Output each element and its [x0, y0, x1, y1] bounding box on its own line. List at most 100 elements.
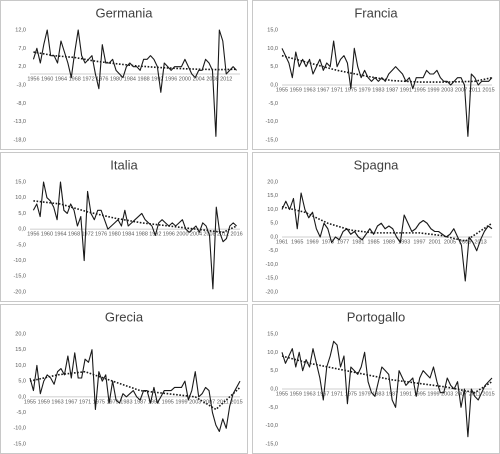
x-tick-label: 1955 [276, 87, 288, 93]
x-tick-label: 2011 [469, 391, 481, 397]
x-tick-label: 2009 [459, 239, 471, 245]
x-tick-label: 1999 [175, 399, 187, 405]
x-tick-label: 2015 [482, 87, 494, 93]
y-tick-label: 15,0 [15, 347, 26, 353]
x-tick-label: 1979 [106, 399, 118, 405]
y-tick-label: 0,0 [270, 386, 278, 392]
x-tick-label: 1959 [290, 391, 302, 397]
y-tick-label: 5,0 [18, 211, 26, 217]
x-tick-label: 1960 [41, 232, 53, 238]
x-tick-label: 1991 [400, 391, 412, 397]
x-tick-label: 1985 [368, 239, 380, 245]
x-tick-label: 2000 [179, 76, 191, 82]
x-tick-label: 1996 [165, 76, 177, 82]
data-line [32, 181, 237, 290]
panel-frame [0, 304, 248, 454]
x-tick-label: 1961 [276, 239, 288, 245]
x-tick-label: 1959 [290, 87, 302, 93]
x-tick-label: 1968 [68, 232, 80, 238]
x-tick-label: 1971 [331, 391, 343, 397]
x-tick-label: 1969 [306, 239, 318, 245]
x-tick-label: 1959 [38, 399, 50, 405]
y-tick-label: -13,0 [13, 119, 26, 125]
x-tick-label: 1956 [27, 76, 39, 82]
y-tick-label: -10,0 [13, 426, 26, 432]
x-tick-label: 2003 [441, 87, 453, 93]
x-tick-label: 1999 [427, 391, 439, 397]
y-tick-label: -5,0 [17, 410, 26, 416]
x-tick-label: 2007 [455, 391, 467, 397]
x-tick-label: 1991 [400, 87, 412, 93]
y-tick-label: 10,0 [267, 207, 278, 213]
x-tick-label: 2012 [217, 232, 229, 238]
x-tick-label: 1972 [81, 232, 93, 238]
data-line [281, 340, 493, 438]
x-tick-label: 1975 [345, 87, 357, 93]
y-tick-label: 10,0 [15, 363, 26, 369]
x-tick-label: 2003 [441, 391, 453, 397]
x-tick-label: 2007 [203, 399, 215, 405]
x-tick-label: 1975 [93, 399, 105, 405]
x-tick-label: 2005 [444, 239, 456, 245]
data-line [29, 349, 241, 432]
x-tick-label: 1997 [413, 239, 425, 245]
x-tick-label: 1973 [322, 239, 334, 245]
trend-line [281, 205, 493, 242]
x-tick-label: 1993 [398, 239, 410, 245]
x-tick-label: 1983 [120, 399, 132, 405]
y-tick-label: 7,0 [18, 46, 26, 52]
x-tick-label: 2015 [482, 391, 494, 397]
y-tick-label: -15,0 [265, 137, 278, 143]
chart-title: Spagna [354, 157, 400, 172]
y-tick-label: -8,0 [17, 101, 26, 107]
x-tick-label: 1963 [303, 391, 315, 397]
x-tick-label: 1987 [134, 399, 146, 405]
x-tick-label: 2011 [217, 399, 229, 405]
y-tick-label: -10,0 [265, 262, 278, 268]
x-tick-label: 2012 [220, 76, 232, 82]
y-tick-label: -15,0 [265, 276, 278, 282]
y-tick-label: -15,0 [13, 274, 26, 280]
y-tick-label: 10,0 [15, 195, 26, 201]
x-tick-label: 1987 [386, 391, 398, 397]
y-tick-label: -15,0 [13, 441, 26, 447]
x-tick-label: 1984 [122, 232, 134, 238]
x-tick-label: 1989 [383, 239, 395, 245]
x-tick-label: 2016 [230, 232, 242, 238]
y-tick-label: -18,0 [13, 137, 26, 143]
data-line [281, 192, 493, 282]
y-tick-label: -5,0 [269, 248, 278, 254]
x-tick-label: 2003 [189, 399, 201, 405]
chart-title: Portogallo [347, 309, 406, 324]
x-tick-label: 1991 [148, 399, 160, 405]
y-tick-label: 15,0 [267, 331, 278, 337]
data-line [32, 29, 237, 137]
y-tick-label: 15,0 [267, 27, 278, 33]
x-tick-label: 1972 [82, 76, 94, 82]
chart-title: Francia [354, 5, 398, 20]
y-tick-label: 0,0 [18, 394, 26, 400]
x-tick-label: 1995 [414, 391, 426, 397]
x-tick-label: 1976 [96, 76, 108, 82]
x-tick-label: 1988 [137, 76, 149, 82]
x-tick-label: 1983 [372, 87, 384, 93]
y-tick-label: 2,0 [18, 64, 26, 70]
x-tick-label: 1981 [352, 239, 364, 245]
chart-title: Grecia [105, 309, 144, 324]
y-tick-label: 0,0 [18, 227, 26, 233]
x-tick-label: 1979 [358, 391, 370, 397]
x-tick-label: 2004 [190, 232, 202, 238]
y-tick-label: -15,0 [265, 441, 278, 447]
x-tick-label: 1995 [414, 87, 426, 93]
x-tick-label: 1967 [65, 399, 77, 405]
x-tick-label: 1995 [162, 399, 174, 405]
y-tick-label: 15,0 [267, 193, 278, 199]
x-tick-label: 1971 [331, 87, 343, 93]
x-tick-label: 2007 [455, 87, 467, 93]
y-tick-label: 10,0 [267, 46, 278, 52]
trend-line [29, 370, 241, 411]
x-tick-label: 2013 [474, 239, 486, 245]
trend-line [33, 51, 237, 71]
x-tick-label: 1992 [151, 76, 163, 82]
